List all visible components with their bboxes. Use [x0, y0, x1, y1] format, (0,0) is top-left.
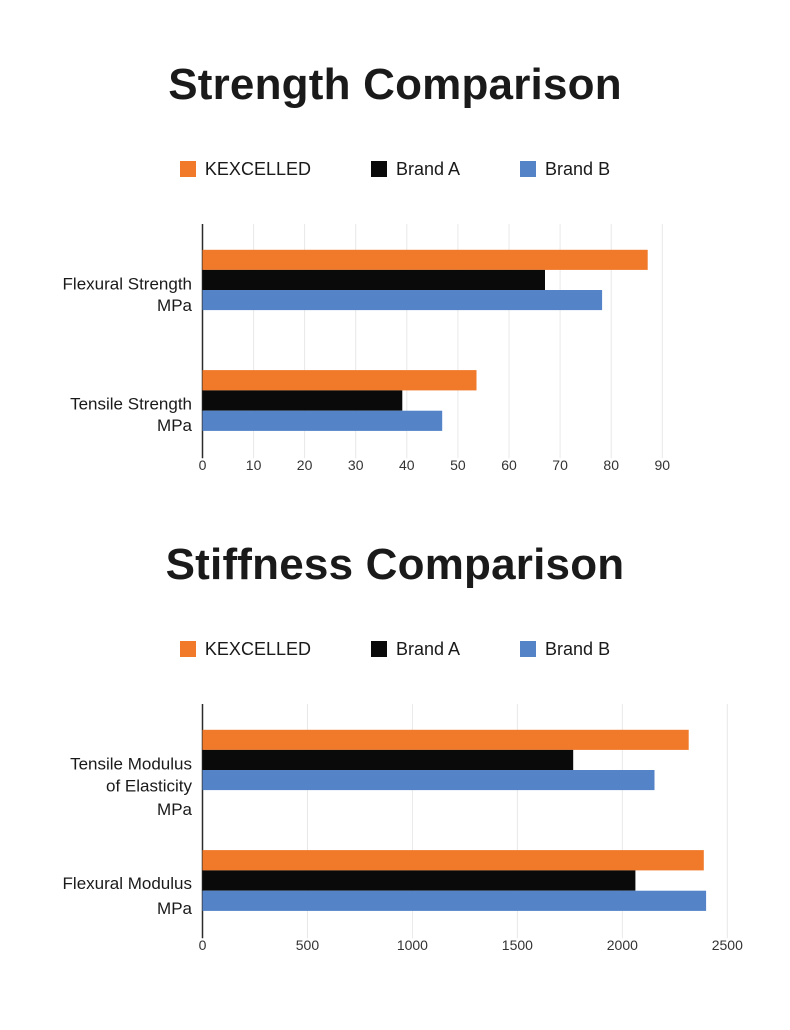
svg-text:of Elasticity: of Elasticity — [106, 776, 192, 795]
svg-text:500: 500 — [296, 937, 320, 953]
svg-text:2000: 2000 — [607, 937, 638, 953]
svg-text:MPa: MPa — [157, 800, 193, 819]
svg-text:Tensile Modulus: Tensile Modulus — [70, 755, 192, 774]
svg-text:0: 0 — [199, 937, 207, 953]
svg-text:MPa: MPa — [157, 899, 193, 918]
svg-text:1500: 1500 — [502, 937, 533, 953]
svg-text:1000: 1000 — [397, 937, 428, 953]
svg-text:2500: 2500 — [712, 937, 743, 953]
svg-text:Flexural Modulus: Flexural Modulus — [63, 874, 192, 893]
